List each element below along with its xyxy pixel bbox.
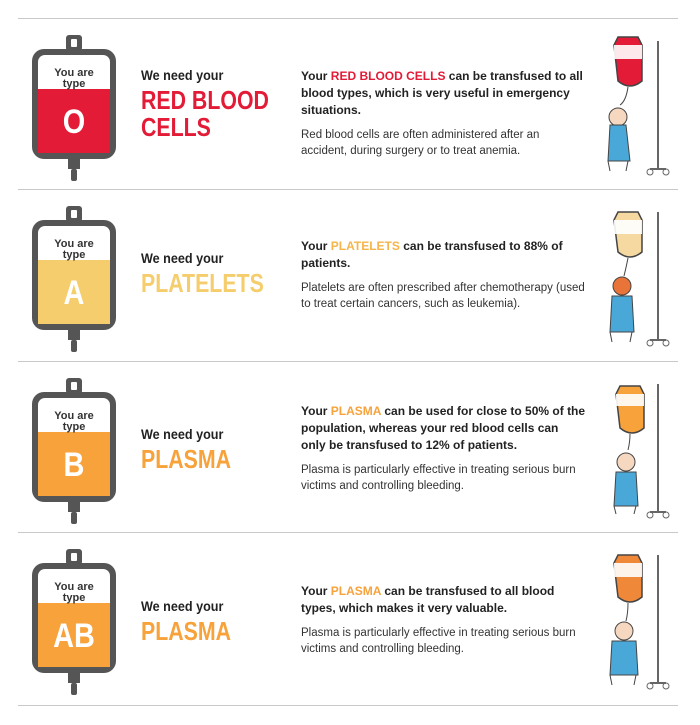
lead-after: can be transfused to 88% of patients. [301, 239, 563, 270]
description: Your PLASMA can be transfused to all blo… [301, 583, 586, 657]
blood-bag-icon: You are type A [28, 204, 120, 354]
blood-bag-icon: You are type O [28, 33, 120, 183]
product-line-1: RED BLOOD [141, 85, 269, 115]
bag-label: You are type [54, 67, 94, 90]
lead-highlight: PLASMA [330, 404, 382, 418]
blood-bag-icon: You are type B [28, 376, 120, 526]
description: Your PLASMA can be used for close to 50%… [301, 403, 586, 494]
divider [18, 705, 678, 706]
product-line-1: PLASMA [141, 444, 232, 474]
need-prefix: We need your [141, 426, 224, 442]
need-heading: We need your RED BLOOD CELLS [141, 67, 297, 141]
lead-before: Your [301, 584, 331, 598]
lead-highlight: PLATELETS [330, 239, 400, 253]
blood-type-value: A [63, 274, 85, 312]
iv-bag-patient-icon [596, 29, 676, 179]
lead-text: Your PLASMA can be transfused to all blo… [301, 583, 586, 617]
lead-highlight: PLASMA [330, 584, 382, 598]
product-line-1: PLASMA [141, 616, 232, 646]
lead-text: Your RED BLOOD CELLS can be transfused t… [301, 68, 586, 119]
description: Your PLATELETS can be transfused to 88% … [301, 238, 586, 312]
row-type-b: You are type B We need your PLASMA Your … [0, 362, 700, 534]
iv-bag-patient-icon [596, 200, 676, 350]
iv-bag-patient-icon [596, 543, 676, 693]
divider [18, 361, 678, 362]
need-heading: We need your PLASMA [141, 598, 251, 645]
lead-before: Your [301, 239, 331, 253]
iv-bag-patient-icon [596, 372, 676, 522]
lead-text: Your PLASMA can be used for close to 50%… [301, 403, 586, 454]
product-name: PLATELETS [141, 270, 264, 297]
lead-highlight: RED BLOOD CELLS [330, 69, 446, 83]
blood-bag-icon: You are type AB [28, 547, 120, 697]
description: Your RED BLOOD CELLS can be transfused t… [301, 68, 586, 159]
lead-after: can be transfused to all blood types, wh… [301, 69, 583, 117]
divider [18, 532, 678, 533]
bag-label: You are type [54, 238, 94, 261]
product-line-2: CELLS [141, 112, 211, 142]
product-name: PLASMA [141, 618, 231, 645]
product-name: RED BLOOD CELLS [141, 87, 269, 141]
bag-label: You are type [54, 581, 94, 604]
row-type-ab: You are type AB We need your PLASMA Your… [0, 533, 700, 705]
need-heading: We need your PLATELETS [141, 250, 291, 297]
lead-before: Your [301, 69, 331, 83]
lead-after: can be used for close to 50% of the popu… [301, 404, 586, 452]
row-type-a: You are type A We need your PLATELETS Yo… [0, 190, 700, 362]
bag-label: You are type [54, 410, 94, 433]
need-prefix: We need your [141, 598, 224, 614]
divider [18, 189, 678, 190]
lead-after: can be transfused to all blood types, wh… [301, 584, 555, 615]
row-type-o: You are type O We need your RED BLOOD CE… [0, 19, 700, 191]
need-heading: We need your PLASMA [141, 426, 251, 473]
need-prefix: We need your [141, 67, 224, 83]
body-text: Plasma is particularly effective in trea… [301, 464, 576, 492]
body-text: Plasma is particularly effective in trea… [301, 627, 576, 655]
lead-before: Your [301, 404, 331, 418]
lead-text: Your PLATELETS can be transfused to 88% … [301, 238, 586, 272]
body-text: Platelets are often prescribed after che… [301, 282, 585, 310]
product-name: PLASMA [141, 446, 231, 473]
blood-type-value: O [62, 103, 86, 141]
body-text: Red blood cells are often administered a… [301, 129, 540, 157]
need-prefix: We need your [141, 250, 224, 266]
product-line-1: PLATELETS [141, 268, 264, 298]
blood-type-value: B [63, 446, 85, 484]
blood-type-value: AB [53, 617, 95, 655]
divider [18, 18, 678, 19]
